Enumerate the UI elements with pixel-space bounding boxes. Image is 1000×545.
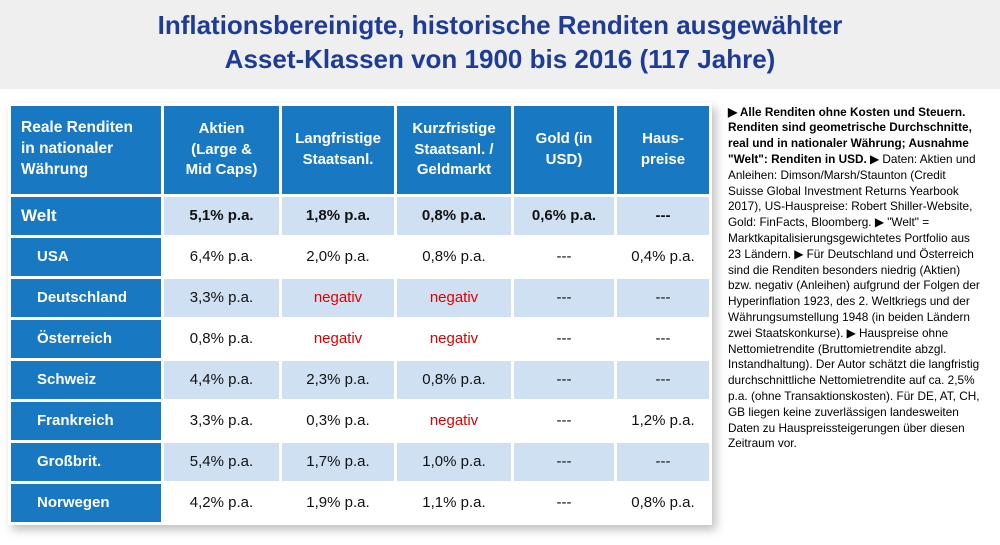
value-cell: 2,0% p.a.	[282, 237, 394, 276]
value-cell: ---	[514, 237, 614, 276]
value-cell: negativ	[282, 278, 394, 317]
value-cell: 0,8% p.a.	[397, 237, 511, 276]
value-cell: 3,3% p.a.	[164, 401, 279, 440]
note-segment: ▶ "Welt" = Marktkapitalisierungsgewichte…	[728, 215, 970, 261]
value-cell: ---	[617, 196, 709, 235]
value-cell: 0,8% p.a.	[397, 360, 511, 399]
table-row: Großbrit. 5,4% p.a. 1,7% p.a. 1,0% p.a. --- -…	[11, 442, 709, 481]
table-body: Welt 5,1% p.a. 1,8% p.a. 0,8% p.a. 0,6% p.a.…	[11, 196, 709, 522]
row-label: Schweiz	[11, 360, 161, 399]
page-title-line1: Inflationsbereinigte, historische Rendit…	[157, 10, 843, 40]
table-row: Welt 5,1% p.a. 1,8% p.a. 0,8% p.a. 0,6% p.a.…	[11, 196, 709, 235]
value-cell: 0,3% p.a.	[282, 401, 394, 440]
value-cell: 0,8% p.a.	[397, 196, 511, 235]
value-cell: ---	[514, 483, 614, 522]
column-header: Haus- preise	[617, 105, 709, 194]
table-row: Schweiz 4,4% p.a. 2,3% p.a. 0,8% p.a. --- ---	[11, 360, 709, 399]
note-segment: ▶ Alle Renditen ohne Kosten und Steuern.…	[728, 104, 972, 167]
row-label: Deutschland	[11, 278, 161, 317]
value-cell: 3,3% p.a.	[164, 278, 279, 317]
value-cell: ---	[514, 360, 614, 399]
note-segment: ▶ Für Deutschland und Österreich sind di…	[728, 246, 980, 340]
value-cell: 4,4% p.a.	[164, 360, 279, 399]
value-cell: ---	[514, 401, 614, 440]
value-cell: ---	[617, 278, 709, 317]
value-cell: 5,1% p.a.	[164, 196, 279, 235]
value-cell: ---	[617, 360, 709, 399]
column-header: Aktien (Large & Mid Caps)	[164, 105, 279, 194]
table-row: USA 6,4% p.a. 2,0% p.a. 0,8% p.a. --- 0,4% p.…	[11, 237, 709, 276]
value-cell: 1,2% p.a.	[617, 401, 709, 440]
page-title-line2: Asset-Klassen von 1900 bis 2016 (117 Jah…	[224, 44, 776, 75]
value-cell: negativ	[397, 278, 511, 317]
table-header-row: Reale Renditen in nationaler Währung Akti…	[11, 105, 709, 194]
notes-text: ▶ Alle Renditen ohne Kosten und Steuern.…	[728, 105, 984, 453]
column-header: Langfristige Staatsanl.	[282, 105, 394, 194]
value-cell: 0,8% p.a.	[617, 483, 709, 522]
row-label: Frankreich	[11, 401, 161, 440]
value-cell: negativ	[397, 401, 511, 440]
notes-sidebar: ▶ Alle Renditen ohne Kosten und Steuern.…	[728, 103, 990, 453]
value-cell: ---	[617, 319, 709, 358]
title-band: Inflationsbereinigte, historische Rendit…	[0, 0, 1000, 89]
value-cell: 1,7% p.a.	[282, 442, 394, 481]
returns-table: Reale Renditen in nationaler Währung Akti…	[8, 102, 712, 525]
content-area: Reale Renditen in nationaler Währung Akti…	[0, 89, 1000, 525]
table-row: Frankreich 3,3% p.a. 0,3% p.a. negativ --- 1,…	[11, 401, 709, 440]
column-header: Gold (in USD)	[514, 105, 614, 194]
value-cell: 4,2% p.a.	[164, 483, 279, 522]
value-cell: ---	[514, 278, 614, 317]
table-row: Deutschland 3,3% p.a. negativ negativ --- ---	[11, 278, 709, 317]
value-cell: 1,1% p.a.	[397, 483, 511, 522]
value-cell: 0,4% p.a.	[617, 237, 709, 276]
value-cell: 0,8% p.a.	[164, 319, 279, 358]
row-label: Österreich	[11, 319, 161, 358]
value-cell: 1,8% p.a.	[282, 196, 394, 235]
value-cell: 6,4% p.a.	[164, 237, 279, 276]
table-row: Österreich 0,8% p.a. negativ negativ --- ---	[11, 319, 709, 358]
value-cell: ---	[514, 319, 614, 358]
value-cell: ---	[514, 442, 614, 481]
value-cell: 1,9% p.a.	[282, 483, 394, 522]
table-row: Norwegen 4,2% p.a. 1,9% p.a. 1,1% p.a. --- 0,…	[11, 483, 709, 522]
value-cell: negativ	[397, 319, 511, 358]
row-label: USA	[11, 237, 161, 276]
note-segment: ▶ Hauspreise ohne Nettomietrendite (Brut…	[728, 325, 980, 451]
page-title: Inflationsbereinigte, historische Rendit…	[10, 8, 990, 77]
value-cell: negativ	[282, 319, 394, 358]
row-label: Welt	[11, 196, 161, 235]
note-segment: ▶ Daten: Aktien und Anleihen: Dimson/Mar…	[728, 152, 976, 230]
row-label: Großbrit.	[11, 442, 161, 481]
value-cell: 5,4% p.a.	[164, 442, 279, 481]
value-cell: 0,6% p.a.	[514, 196, 614, 235]
value-cell: ---	[617, 442, 709, 481]
value-cell: 1,0% p.a.	[397, 442, 511, 481]
row-label: Norwegen	[11, 483, 161, 522]
column-header: Reale Renditen in nationaler Währung	[11, 105, 161, 194]
column-header: Kurzfristige Staatsanl. / Geldmarkt	[397, 105, 511, 194]
value-cell: 2,3% p.a.	[282, 360, 394, 399]
